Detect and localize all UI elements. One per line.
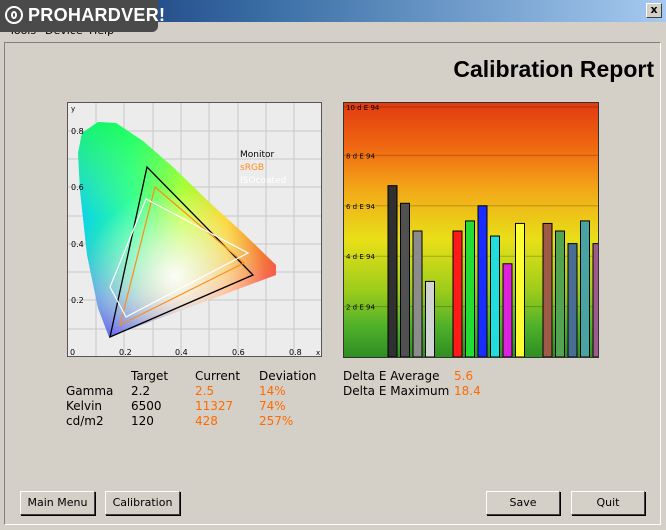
monitor-gamut-triangle	[109, 165, 255, 339]
stats-row-label: cd/m2	[66, 414, 104, 428]
stats-row-deviation: 257%	[259, 414, 294, 428]
delta-e-bar	[425, 280, 435, 357]
legend-isocoated: ISOcoated	[240, 176, 286, 186]
stats-header-deviation: Deviation	[259, 369, 317, 383]
bar-y-tick-label: 6 d E 94	[346, 203, 375, 211]
stats-row-current: 428	[195, 414, 218, 428]
cie-y-axis-label: y	[71, 105, 75, 113]
report-title: Calibration Report	[453, 56, 654, 82]
delta-e-maximum-label: Delta E Maximum	[343, 384, 450, 398]
delta-e-bar	[515, 222, 525, 357]
stats-row-target: 6500	[131, 399, 162, 413]
stats-row-label: Gamma	[66, 384, 114, 398]
quit-button[interactable]: Quit	[571, 491, 645, 515]
cie-y-tick: 0.2	[71, 296, 84, 305]
delta-e-maximum-value: 18.4	[454, 384, 481, 398]
delta-e-bar	[387, 185, 398, 357]
legend-monitor: Monitor	[240, 150, 275, 160]
cie-x-tick: 0.2	[119, 348, 132, 357]
cie-x-tick: 0.4	[175, 348, 188, 357]
stats-row-current: 2.5	[195, 384, 215, 398]
cie-y-tick: 0	[70, 348, 75, 357]
delta-e-bar	[465, 220, 475, 357]
stats-row-deviation: 14%	[259, 384, 286, 398]
delta-e-bar	[400, 202, 410, 357]
delta-e-bar-chart: 10 d E 94 8 d E 94 6 d E 94 4 d E 94 2 d E 9…	[343, 102, 599, 358]
delta-e-bar	[555, 230, 565, 357]
isocoated-gamut-triangle	[109, 198, 250, 318]
stats-row-current: 11327	[195, 399, 234, 413]
srgb-gamut-triangle	[119, 185, 246, 327]
delta-e-bar	[592, 243, 598, 357]
stats-header-target: Target	[131, 369, 169, 383]
bar-y-tick-label: 2 d E 94	[346, 304, 375, 312]
delta-e-bar	[580, 220, 590, 357]
bar-y-tick-label: 10 d E 94	[346, 104, 380, 112]
bar-y-tick-label: 8 d E 94	[346, 152, 375, 160]
delta-e-bar	[412, 230, 423, 357]
delta-e-bar	[542, 222, 553, 357]
cie-y-tick: 0.6	[71, 183, 84, 192]
cie-diagram: y 0.8 0.6 0.4 0.2 0 0.2 0.4 0.6 0.8 x Mo…	[67, 102, 322, 357]
cie-x-tick: 0.6	[232, 348, 245, 357]
stats-row-label: Kelvin	[66, 399, 103, 413]
delta-e-bar-chart-svg: 10 d E 94 8 d E 94 6 d E 94 4 d E 94 2 d E 9…	[344, 104, 598, 357]
logo-mark-icon	[5, 6, 23, 24]
save-button[interactable]: Save	[486, 491, 560, 515]
cie-spectral-locus	[78, 122, 276, 337]
cie-diagram-svg: y 0.8 0.6 0.4 0.2 0 0.2 0.4 0.6 0.8 x Mo…	[68, 103, 321, 357]
stats-row-target: 2.2	[131, 384, 151, 398]
cie-y-tick: 0.4	[71, 240, 84, 249]
prohardver-logo: PROHARDVER!	[0, 0, 165, 32]
cie-x-axis-label: x	[316, 349, 320, 357]
stats-header-current: Current	[195, 369, 241, 383]
title-bar: x	[0, 0, 666, 22]
content-frame	[4, 42, 661, 525]
logo-text: PROHARDVER!	[28, 5, 166, 25]
delta-e-bar	[490, 235, 500, 357]
calibration-button[interactable]: Calibration	[105, 491, 180, 515]
close-button[interactable]: x	[646, 3, 662, 18]
delta-e-bar	[452, 230, 463, 357]
stats-row-deviation: 74%	[259, 399, 286, 413]
legend-srgb: sRGB	[240, 163, 264, 173]
bar-y-tick-label: 4 d E 94	[346, 253, 375, 261]
delta-e-bar	[567, 243, 578, 357]
delta-e-average-label: Delta E Average	[343, 369, 440, 383]
delta-e-average-value: 5.6	[454, 369, 474, 383]
delta-e-bar	[502, 263, 513, 357]
cie-y-tick: 0.8	[71, 127, 84, 136]
main-menu-button[interactable]: Main Menu	[20, 491, 95, 515]
delta-e-bar	[477, 205, 488, 357]
stats-row-target: 120	[131, 414, 154, 428]
cie-x-tick: 0.8	[289, 348, 302, 357]
